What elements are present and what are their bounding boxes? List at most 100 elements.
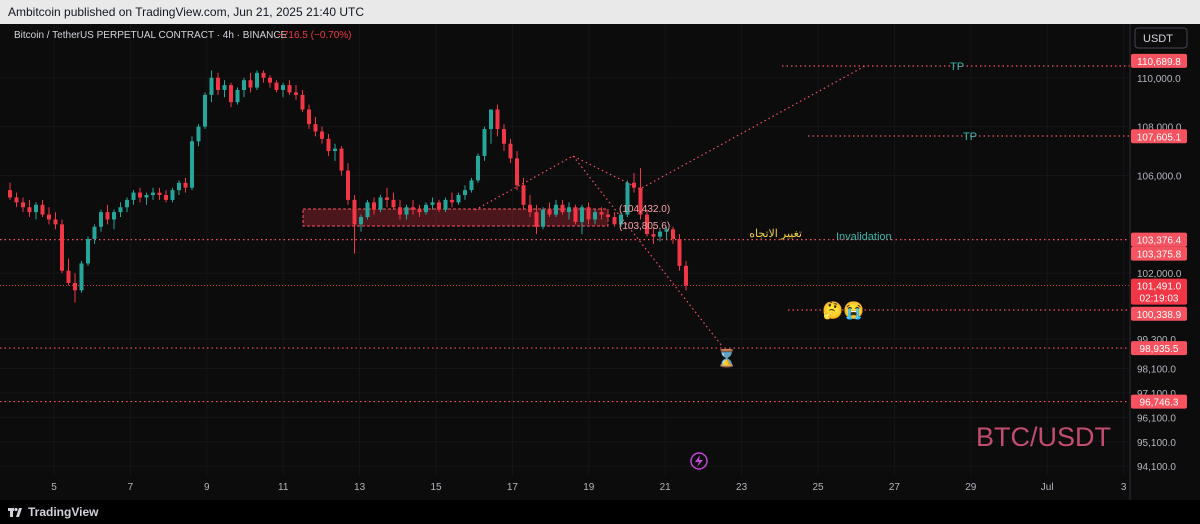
time-tick-label: 13 [354,482,366,493]
candle [521,177,526,210]
candle-body [92,226,97,240]
candle [560,199,565,215]
chart-area[interactable]: Bitcoin / TetherUS PERPETUAL CONTRACT · … [0,24,1200,500]
candle-body [677,239,682,266]
candle [40,199,45,218]
candle-body [554,204,558,215]
candle-body [398,207,402,215]
candle-body [482,129,487,156]
candle-body [300,94,305,110]
hourglass-icon: ⌛ [716,348,737,368]
price-label-box [1131,341,1187,356]
candle [170,187,175,203]
candle-body [521,185,526,205]
time-tick-label: 7 [128,482,134,493]
time-tick-label: 9 [204,482,210,493]
candle-body [580,207,584,222]
candle [658,229,662,242]
candle [190,136,194,191]
price-label: 103,376.4 [1131,232,1187,247]
candle [404,204,409,220]
price-labels: 110,689.8 107,605.1 103,376.4 103,375.8 101,… [1131,53,1187,409]
footer-bar: TradingView [0,500,1200,524]
candle [612,212,617,227]
arabic-label: تغيير الاتجاه [749,228,802,240]
candle-body [170,190,175,200]
candle [495,104,500,137]
price-label-text: 103,376.4 [1137,236,1182,247]
candle [515,151,519,191]
time-tick-label: 3 [1121,482,1127,493]
candle [625,180,630,218]
candle-body [612,217,617,225]
candle [398,199,402,220]
candle [339,146,344,176]
candle [73,273,77,303]
grid-layer [0,24,1130,476]
candle [586,202,591,225]
candle-body [671,229,675,240]
candle [424,202,428,215]
candle [229,82,233,108]
price-axis[interactable]: 110,000.0 108,000.0 106,000.0 102,000.0 99,3… [1137,74,1182,473]
candle [482,126,487,161]
price-tick-label: 94,100.0 [1137,462,1176,473]
currency-button[interactable]: USDT [1134,27,1188,49]
candle-body [131,192,136,200]
candle [60,219,64,274]
footer-brand: TradingView [28,505,99,519]
price-chart[interactable]: Bitcoin / TetherUS PERPETUAL CONTRACT · … [0,24,1200,500]
candle [463,185,467,200]
candle-body [437,202,441,210]
candle-body [261,72,266,78]
candle [92,224,97,244]
price-label: 100,338.9 [1131,306,1187,321]
candle [53,212,58,230]
candle [346,163,350,205]
candle [684,260,688,291]
time-tick-label: 25 [812,482,824,493]
time-tick-label: 27 [889,482,901,493]
candle [125,197,129,213]
candle [456,192,461,205]
candle-body [14,197,19,203]
candle-body [489,109,493,130]
candle-body [203,94,207,127]
candle [216,72,220,95]
candle-body [534,212,539,227]
candle [131,190,136,205]
time-tick-label: 17 [507,482,519,493]
emoji-pair: 🤔😭 [822,301,864,320]
chart-legend-change: −716.5 (−0.70%) [277,30,352,41]
candle-body [346,170,350,200]
candle-body [365,202,370,218]
candle-body [378,197,383,210]
candle [287,80,292,95]
candle [105,204,110,225]
candle-body [118,207,123,213]
candle [294,85,298,100]
candle-body [79,263,84,291]
time-tick-label: 21 [660,482,672,493]
candle [209,70,214,103]
candle-body [456,195,461,203]
candle-body [372,202,376,210]
range-box [302,208,609,227]
price-tick-label: 102,000.0 [1137,269,1182,280]
candle-body [684,265,688,286]
lightning-icon[interactable] [690,452,708,470]
candle [430,197,435,210]
candle [196,124,201,147]
candle [365,199,370,220]
candle-body [86,239,90,264]
candle-body [177,182,181,191]
candle-body [268,77,272,83]
time-axis[interactable]: 5 7 9 11 13 15 17 19 21 23 25 27 29 Jul 3 [51,482,1127,493]
candle-body [541,209,545,227]
candle-body [632,182,636,188]
candle [378,195,383,213]
candle-body [645,214,649,235]
time-tick-label: 23 [736,482,748,493]
price-label: 110,689.8 [1131,53,1187,68]
